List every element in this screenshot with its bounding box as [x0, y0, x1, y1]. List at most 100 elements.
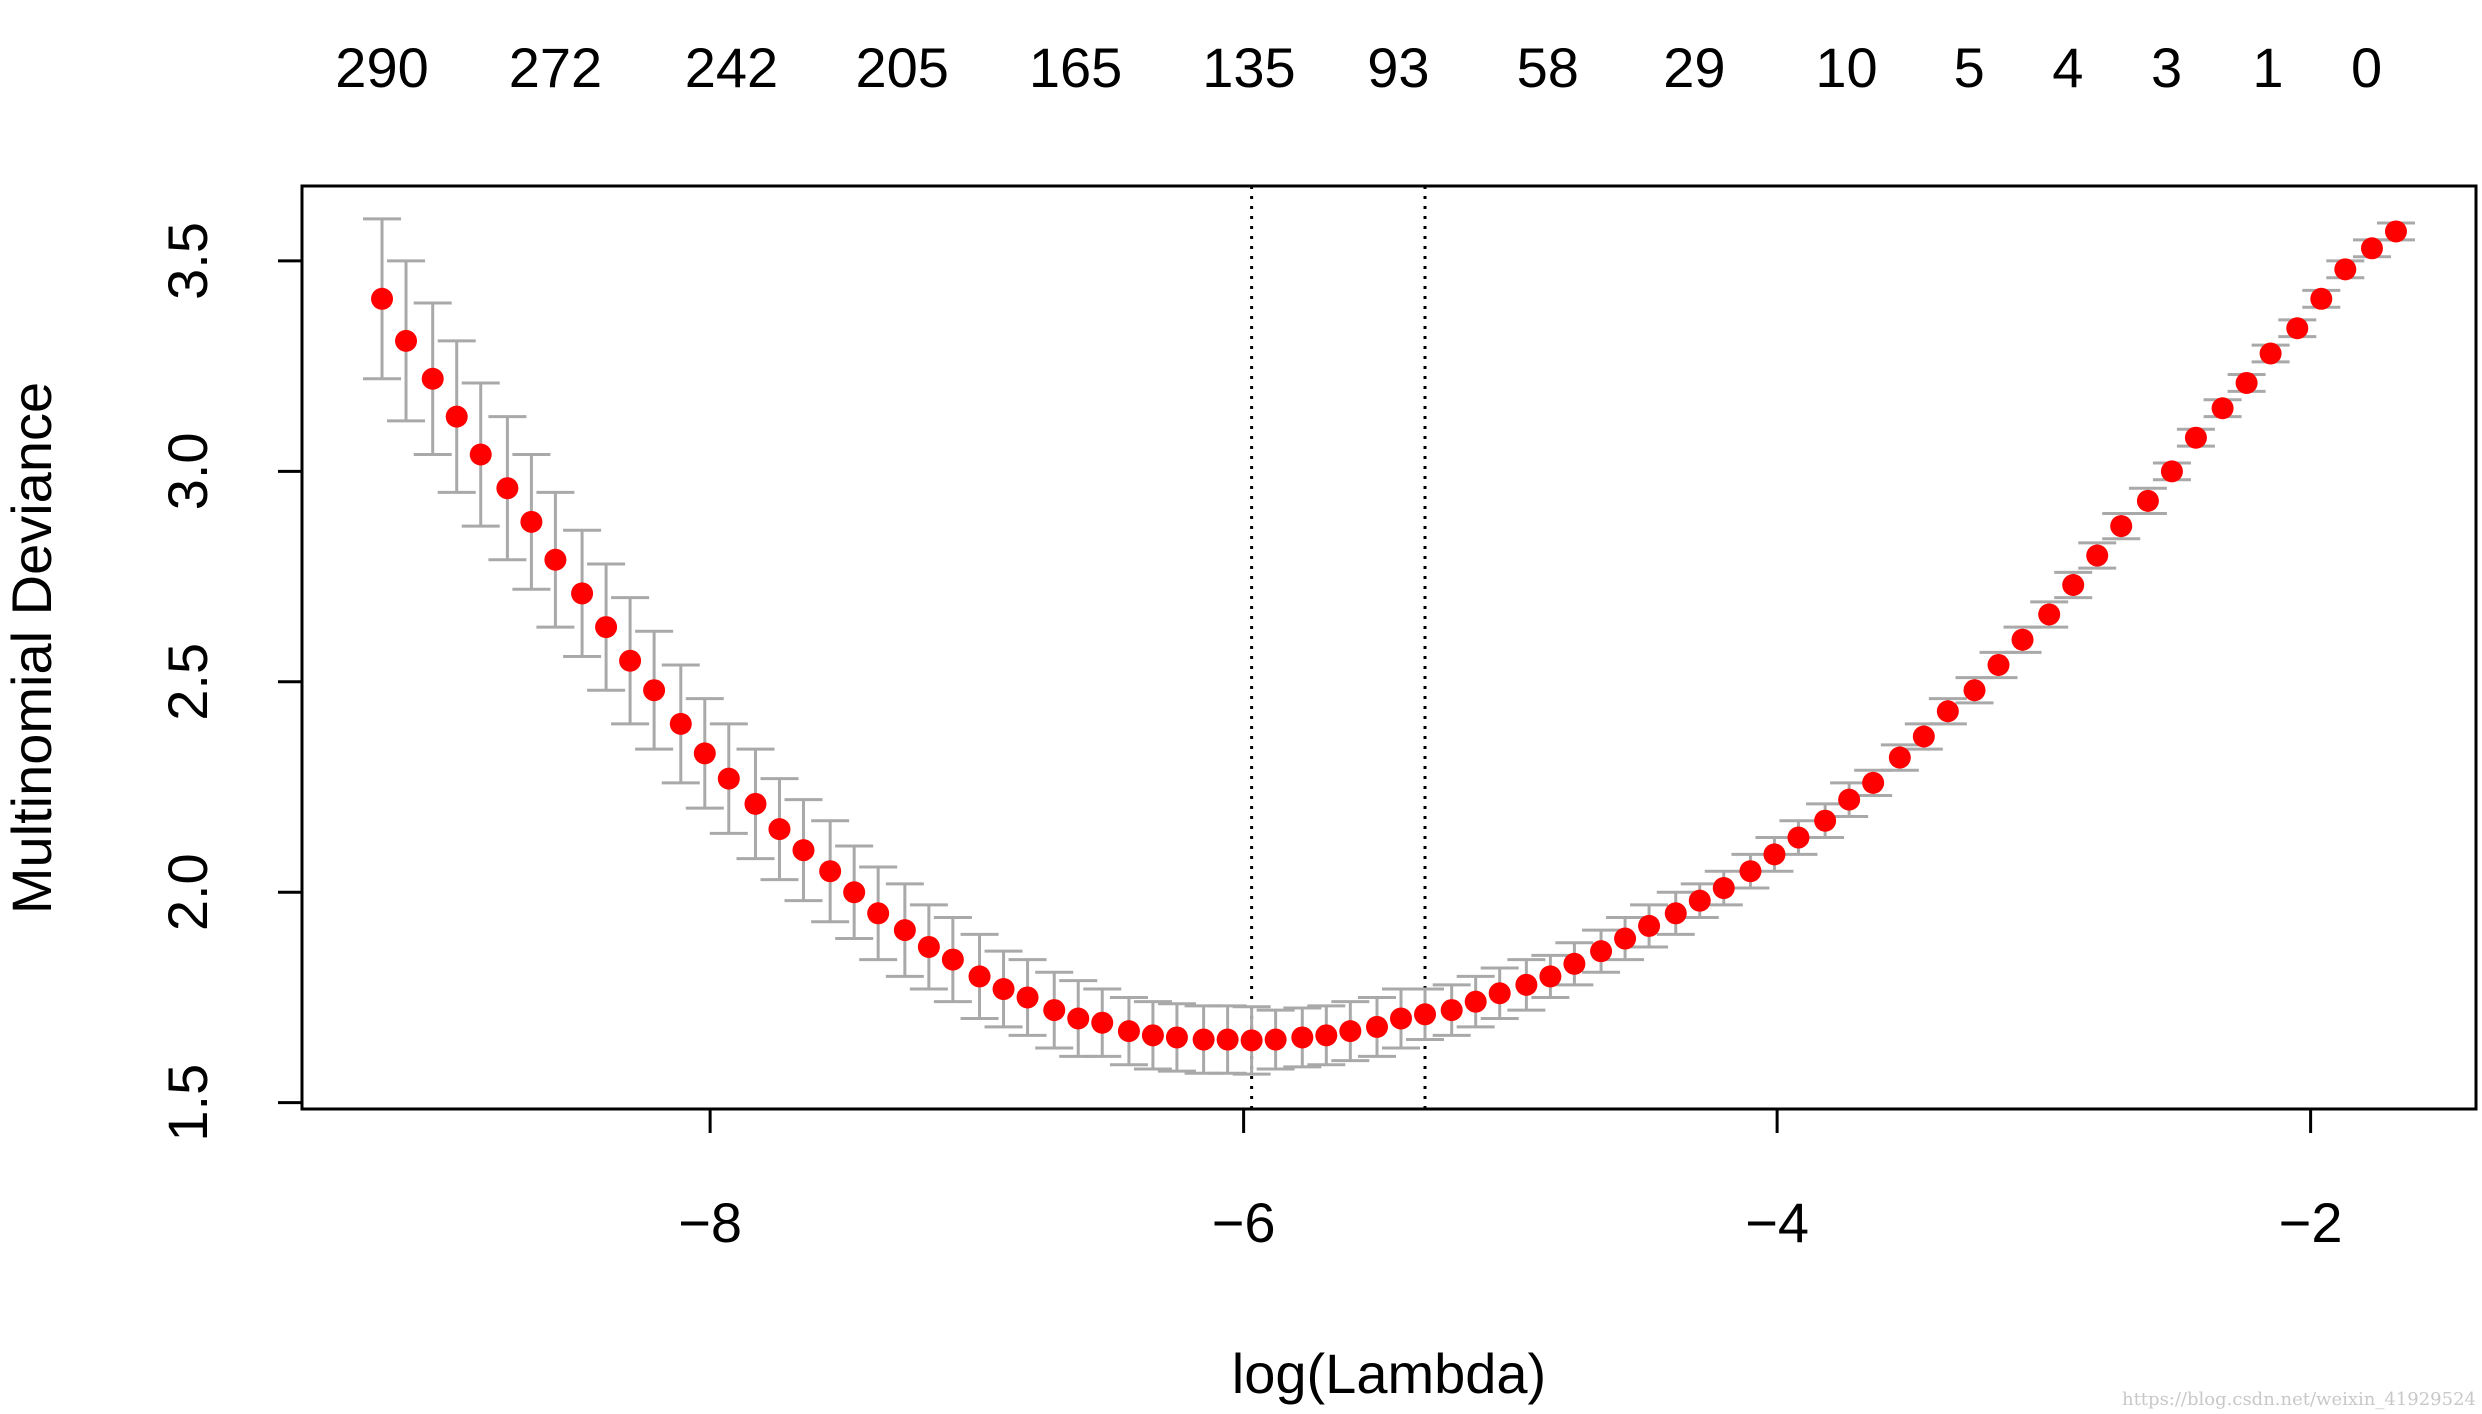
point	[792, 839, 815, 862]
x-tick-label: −2	[2279, 1191, 2343, 1254]
point	[1987, 653, 2010, 676]
point	[1862, 771, 1885, 794]
point	[1067, 1007, 1090, 1030]
point	[445, 405, 468, 428]
point	[1888, 746, 1911, 769]
point	[2211, 397, 2234, 420]
top-tick-label: 4	[2052, 36, 2083, 99]
point	[1264, 1028, 1287, 1051]
point	[1515, 973, 1538, 996]
point	[1240, 1029, 1263, 1052]
point	[2384, 220, 2407, 243]
point	[893, 919, 916, 942]
point	[2160, 460, 2183, 483]
point	[643, 679, 666, 702]
point	[2334, 258, 2357, 281]
point	[1688, 889, 1711, 912]
point	[968, 965, 991, 988]
point	[717, 767, 740, 790]
point	[544, 548, 567, 571]
point	[2286, 317, 2309, 340]
point	[1091, 1011, 1114, 1034]
point	[1315, 1024, 1338, 1047]
point	[843, 881, 866, 904]
point	[1365, 1015, 1388, 1038]
point	[2259, 342, 2282, 365]
point	[1414, 1003, 1437, 1026]
point	[469, 443, 492, 466]
top-tick-label: 3	[2151, 36, 2182, 99]
point	[2360, 237, 2383, 260]
top-tick-label: 205	[855, 36, 948, 99]
point	[1291, 1026, 1314, 1049]
x-tick-label: −4	[1745, 1191, 1809, 1254]
top-tick-label: 290	[335, 36, 428, 99]
top-tick-label: 5	[1954, 36, 1985, 99]
top-tick-label: 272	[509, 36, 602, 99]
y-tick-label: 2.5	[156, 643, 219, 721]
point	[2235, 371, 2258, 394]
point	[2011, 628, 2034, 651]
point	[917, 935, 940, 958]
point	[2110, 515, 2133, 538]
point	[744, 792, 767, 815]
top-tick-label: 1	[2252, 36, 2283, 99]
point	[1763, 843, 1786, 866]
point	[1141, 1024, 1164, 1047]
point	[768, 818, 791, 841]
point	[1664, 902, 1687, 925]
point	[2310, 287, 2333, 310]
point	[1488, 982, 1511, 1005]
top-tick-label: 93	[1367, 36, 1429, 99]
point	[1043, 999, 1066, 1022]
point	[867, 902, 890, 925]
top-tick-label: 10	[1815, 36, 1877, 99]
y-axis-title: Multinomial Deviance	[0, 382, 63, 914]
point	[992, 978, 1015, 1001]
point	[1339, 1020, 1362, 1043]
point	[1390, 1007, 1413, 1030]
point	[619, 649, 642, 672]
point	[1787, 826, 1810, 849]
watermark: https://blog.csdn.net/weixin_41929524	[2122, 1389, 2476, 1410]
x-tick-label: −6	[1212, 1191, 1276, 1254]
point	[1712, 877, 1735, 900]
point	[1539, 965, 1562, 988]
top-tick-label: 58	[1517, 36, 1579, 99]
top-tick-label: 242	[685, 36, 778, 99]
x-tick-label: −8	[678, 1191, 742, 1254]
y-tick-label: 2.0	[156, 853, 219, 931]
point	[819, 860, 842, 883]
y-tick-label: 3.0	[156, 432, 219, 510]
point	[693, 742, 716, 765]
point	[1963, 679, 1986, 702]
point	[1563, 952, 1586, 975]
point	[1016, 986, 1039, 1009]
point	[1838, 788, 1861, 811]
top-tick-label: 0	[2351, 36, 2382, 99]
point	[2136, 489, 2159, 512]
point	[2086, 544, 2109, 567]
point	[2184, 426, 2207, 449]
point	[1912, 725, 1935, 748]
point	[2038, 603, 2061, 626]
point	[1165, 1026, 1188, 1049]
point	[1936, 700, 1959, 723]
top-tick-label: 165	[1029, 36, 1122, 99]
point	[1440, 999, 1463, 1022]
point	[595, 616, 618, 639]
point	[1216, 1028, 1239, 1051]
point	[395, 329, 418, 352]
point	[1117, 1020, 1140, 1043]
point	[571, 582, 594, 605]
point	[371, 287, 394, 310]
point	[1464, 990, 1487, 1013]
point	[2062, 573, 2085, 596]
y-tick-label: 3.5	[156, 222, 219, 300]
point	[1590, 940, 1613, 963]
top-tick-label: 135	[1202, 36, 1295, 99]
point	[496, 477, 519, 500]
point	[1739, 860, 1762, 883]
top-tick-label: 29	[1663, 36, 1725, 99]
